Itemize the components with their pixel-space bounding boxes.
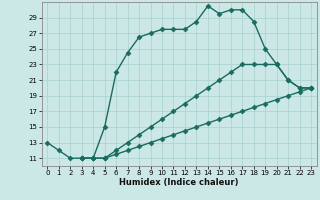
X-axis label: Humidex (Indice chaleur): Humidex (Indice chaleur) [119, 178, 239, 187]
